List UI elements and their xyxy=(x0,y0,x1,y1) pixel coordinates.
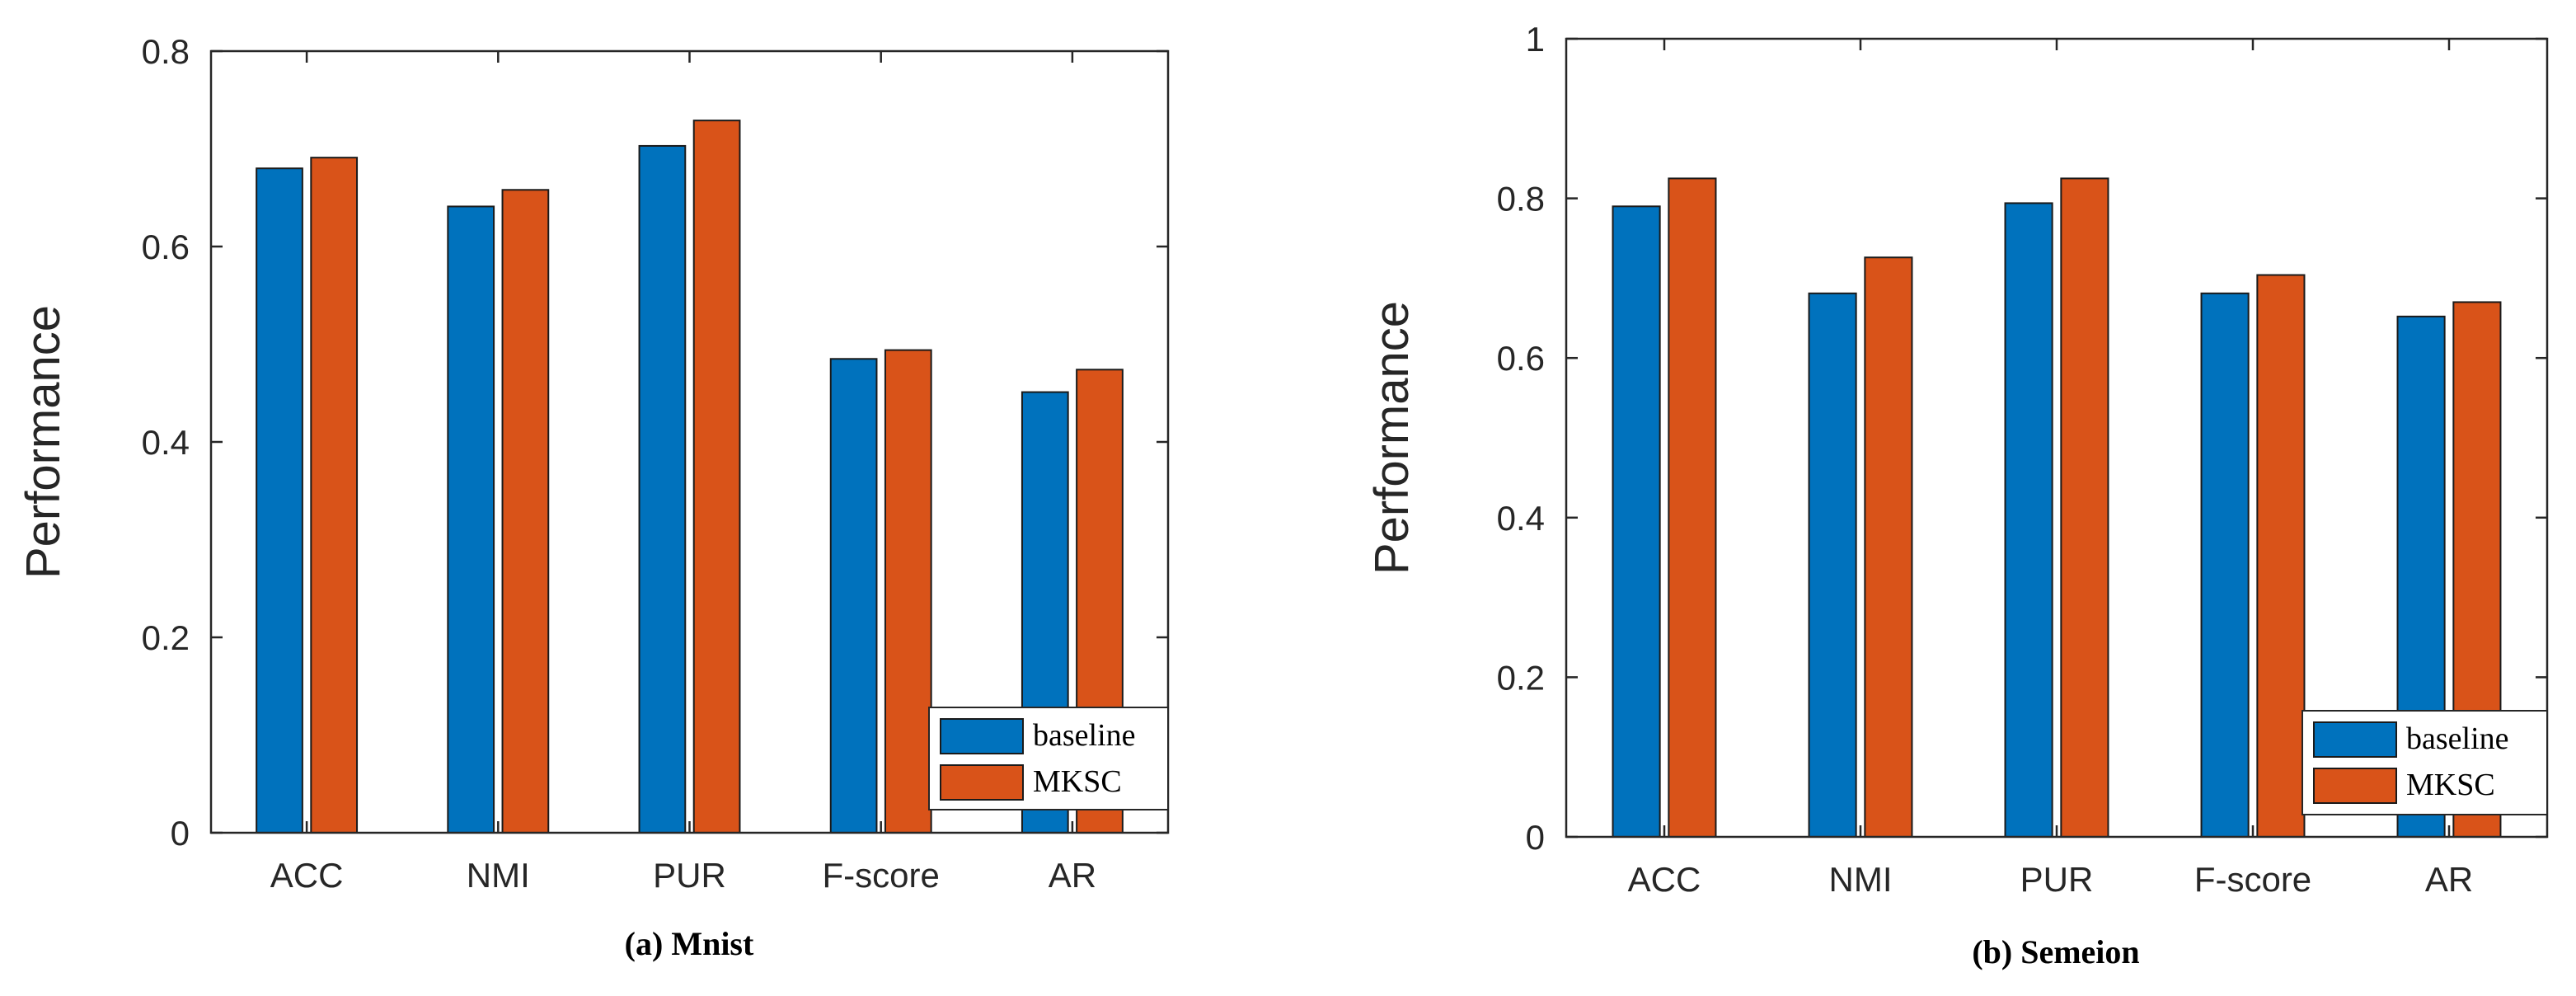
legend-label-baseline: baseline xyxy=(1033,718,1136,753)
bar-mksc-acc xyxy=(310,157,359,834)
bar-mksc-nmi xyxy=(501,189,550,834)
y-tick-label: 0.2 xyxy=(142,618,190,657)
bar-mksc-nmi xyxy=(1864,256,1913,838)
x-tick-label-pur: PUR xyxy=(2020,860,2094,899)
y-tick-label: 0 xyxy=(1526,818,1545,857)
chart-semeion: 0 0.2 0.4 0.6 0.8 1 ACC NMI PUR F-score AR Performa… xyxy=(1365,20,2549,970)
bar-mksc-pur xyxy=(692,120,741,834)
figure-caption: (b) Semeion xyxy=(1972,933,2139,970)
x-tick-label-nmi: NMI xyxy=(1829,860,1893,899)
bar-baseline-nmi xyxy=(1808,292,1857,838)
x-tick-label-f-score: F-score xyxy=(823,856,940,895)
y-tick-label: 0 xyxy=(171,814,190,853)
y-tick-label: 0.8 xyxy=(1497,180,1545,218)
bar-mksc-f-score xyxy=(884,349,932,834)
bar-mksc-acc xyxy=(1668,177,1717,838)
bar-baseline-f-score xyxy=(2200,292,2250,838)
y-tick-label: 0.6 xyxy=(142,228,190,266)
bar-baseline-acc xyxy=(256,167,303,834)
x-tick-label-ar: AR xyxy=(2425,860,2473,899)
legend-swatch-mksc xyxy=(2313,768,2397,804)
bar-mksc-pur xyxy=(2060,177,2109,838)
x-tick-label-ar: AR xyxy=(1049,856,1096,895)
legend-label-mksc: MKSC xyxy=(2406,768,2495,802)
legend-label-mksc: MKSC xyxy=(1033,764,1122,799)
legend-label-baseline: baseline xyxy=(2406,721,2509,756)
bar-baseline-acc xyxy=(1612,205,1661,838)
bar-baseline-pur xyxy=(2004,202,2053,838)
x-tick-label-acc: ACC xyxy=(1628,860,1701,899)
y-tick-label: 0.8 xyxy=(142,32,190,71)
legend: baseline MKSC xyxy=(2302,710,2548,815)
y-tick-label: 0.4 xyxy=(1497,499,1545,538)
x-tick-label-acc: ACC xyxy=(270,856,344,895)
y-tick-label: 0.2 xyxy=(1497,658,1545,697)
legend-swatch-baseline xyxy=(940,718,1024,754)
y-tick-label: 0.6 xyxy=(1497,339,1545,378)
legend: baseline MKSC xyxy=(928,707,1169,810)
bar-baseline-f-score xyxy=(829,358,878,834)
y-axis-label: Performance xyxy=(16,305,70,579)
y-tick-label: 0.4 xyxy=(142,423,190,462)
figure-caption: (a) Mnist xyxy=(625,925,754,962)
chart-mnist: 0 0.2 0.4 0.6 0.8 ACC NMI PUR F-score AR Performan… xyxy=(16,32,1170,962)
legend-swatch-baseline xyxy=(2313,721,2397,758)
legend-swatch-mksc xyxy=(940,764,1024,801)
y-tick-label: 1 xyxy=(1526,20,1545,59)
bar-mksc-f-score xyxy=(2256,274,2306,838)
bar-baseline-pur xyxy=(638,144,687,834)
x-tick-label-pur: PUR xyxy=(653,856,726,895)
x-tick-label-f-score: F-score xyxy=(2194,860,2311,899)
bar-baseline-nmi xyxy=(447,205,495,834)
x-tick-label-nmi: NMI xyxy=(467,856,530,895)
y-axis-label: Performance xyxy=(1365,301,1419,575)
